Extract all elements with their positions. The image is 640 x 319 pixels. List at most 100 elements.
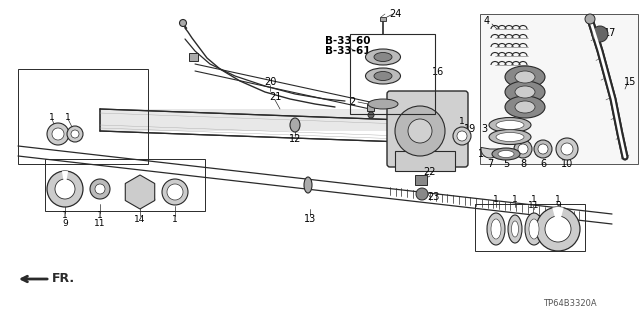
Ellipse shape xyxy=(365,68,401,84)
Ellipse shape xyxy=(525,213,543,245)
Ellipse shape xyxy=(491,219,501,239)
Text: TP64B3320A: TP64B3320A xyxy=(543,300,597,308)
Text: 1: 1 xyxy=(459,116,465,125)
FancyBboxPatch shape xyxy=(100,109,430,131)
Bar xyxy=(380,17,386,21)
Circle shape xyxy=(457,131,467,141)
Text: 19: 19 xyxy=(464,124,476,134)
Ellipse shape xyxy=(505,81,545,103)
Text: 3: 3 xyxy=(481,124,487,134)
Ellipse shape xyxy=(505,66,545,88)
Text: 10: 10 xyxy=(561,159,573,169)
Ellipse shape xyxy=(496,121,524,130)
FancyBboxPatch shape xyxy=(387,91,468,167)
Text: 24: 24 xyxy=(389,9,401,19)
Circle shape xyxy=(585,14,595,24)
Circle shape xyxy=(534,140,552,158)
Ellipse shape xyxy=(498,151,514,158)
Ellipse shape xyxy=(529,219,539,239)
Text: 1: 1 xyxy=(512,195,518,204)
Ellipse shape xyxy=(374,53,392,62)
Ellipse shape xyxy=(496,132,524,142)
Text: 17: 17 xyxy=(604,28,616,38)
Wedge shape xyxy=(62,171,68,189)
Text: 6: 6 xyxy=(540,159,546,169)
Ellipse shape xyxy=(304,177,312,193)
Ellipse shape xyxy=(487,213,505,245)
Text: 1: 1 xyxy=(49,113,55,122)
Bar xyxy=(367,104,374,111)
Circle shape xyxy=(47,171,83,207)
Polygon shape xyxy=(125,175,155,209)
Bar xyxy=(189,53,198,61)
Text: 9: 9 xyxy=(62,219,68,227)
Circle shape xyxy=(514,140,532,158)
Circle shape xyxy=(518,144,528,154)
Text: 13: 13 xyxy=(304,214,316,224)
Text: B-33-60: B-33-60 xyxy=(325,36,371,46)
Text: 1: 1 xyxy=(62,211,68,220)
Text: 1: 1 xyxy=(493,195,499,204)
Text: 1: 1 xyxy=(97,211,103,220)
Ellipse shape xyxy=(515,101,535,113)
Circle shape xyxy=(47,123,69,145)
Ellipse shape xyxy=(515,86,535,98)
Circle shape xyxy=(55,179,75,199)
Bar xyxy=(395,151,455,171)
Text: 9: 9 xyxy=(555,202,561,211)
Ellipse shape xyxy=(511,221,518,237)
Text: 11: 11 xyxy=(528,202,540,211)
Text: 1: 1 xyxy=(65,113,71,122)
Text: 23: 23 xyxy=(427,192,439,202)
Text: B-33-61: B-33-61 xyxy=(325,46,371,56)
Ellipse shape xyxy=(515,71,535,83)
Circle shape xyxy=(592,26,608,42)
Text: 12: 12 xyxy=(289,134,301,144)
Circle shape xyxy=(179,19,186,26)
Ellipse shape xyxy=(290,118,300,132)
Circle shape xyxy=(90,179,110,199)
Text: 11: 11 xyxy=(94,219,106,227)
Ellipse shape xyxy=(508,215,522,243)
Wedge shape xyxy=(552,207,564,229)
Circle shape xyxy=(368,112,374,118)
Circle shape xyxy=(453,127,471,145)
Ellipse shape xyxy=(492,148,520,160)
Text: 21: 21 xyxy=(269,92,281,102)
Text: 4: 4 xyxy=(484,16,490,26)
Circle shape xyxy=(95,184,105,194)
Text: 5: 5 xyxy=(503,159,509,169)
Text: 1: 1 xyxy=(172,214,178,224)
Ellipse shape xyxy=(368,99,398,109)
Text: 8: 8 xyxy=(520,159,526,169)
Text: 2: 2 xyxy=(349,97,355,107)
Text: 16: 16 xyxy=(432,67,444,77)
Circle shape xyxy=(395,106,445,156)
Circle shape xyxy=(538,144,548,154)
Circle shape xyxy=(52,128,64,140)
Circle shape xyxy=(416,188,428,200)
Ellipse shape xyxy=(374,71,392,80)
Text: 1: 1 xyxy=(555,195,561,204)
Circle shape xyxy=(408,119,432,143)
Text: 22: 22 xyxy=(424,167,436,177)
Text: FR.: FR. xyxy=(52,272,75,286)
Circle shape xyxy=(536,207,580,251)
Polygon shape xyxy=(480,14,638,164)
Circle shape xyxy=(561,143,573,155)
Text: 7: 7 xyxy=(487,159,493,169)
Circle shape xyxy=(162,179,188,205)
Circle shape xyxy=(167,184,183,200)
Text: 18: 18 xyxy=(478,149,490,159)
Ellipse shape xyxy=(365,49,401,65)
Text: 15: 15 xyxy=(624,77,636,87)
Bar xyxy=(415,175,427,185)
Circle shape xyxy=(545,216,571,242)
Ellipse shape xyxy=(489,117,531,132)
Wedge shape xyxy=(481,147,499,158)
Ellipse shape xyxy=(489,130,531,145)
Text: 14: 14 xyxy=(134,214,146,224)
Circle shape xyxy=(556,138,578,160)
Circle shape xyxy=(71,130,79,138)
Text: 1: 1 xyxy=(531,195,537,204)
